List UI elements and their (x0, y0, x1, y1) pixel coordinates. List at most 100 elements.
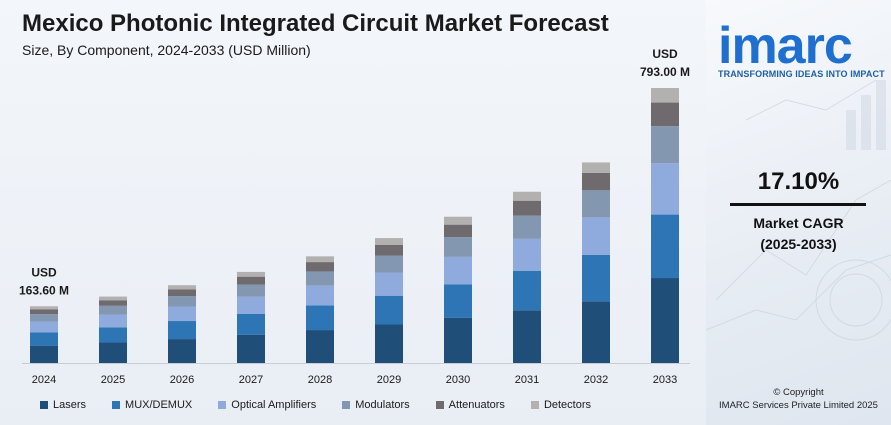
bar-segment-2028-detectors (306, 256, 334, 263)
bar-segment-2032-mux-demux (582, 254, 610, 302)
legend-item-detectors: Detectors (530, 399, 592, 411)
x-tick-label: 2028 (308, 374, 332, 386)
legend-item-lasers: Lasers (40, 399, 86, 411)
chart-legend: Lasers MUX/DEMUX Optical Amplifiers Modulat… (40, 397, 617, 413)
bar-segment-2033-detectors (651, 88, 679, 103)
bar-segment-2027-optical-amplifiers (237, 296, 265, 314)
bar-segment-2030-optical-amplifiers (444, 256, 472, 285)
data-label-2033-line-2: 793.00 M (640, 65, 690, 79)
bar-segment-2025-optical-amplifiers (99, 314, 127, 328)
cagr-divider (730, 203, 866, 206)
x-tick-label: 2032 (584, 374, 608, 386)
legend-item-mux-demux: MUX/DEMUX (112, 399, 192, 411)
legend-label: Modulators (355, 399, 410, 411)
bar-segment-2028-mux-demux (306, 305, 334, 331)
bar-segment-2027-attenuators (237, 276, 265, 285)
copyright-line-1: © Copyright (773, 387, 824, 398)
bar-segment-2033-lasers (651, 278, 679, 363)
legend-label: Detectors (543, 399, 592, 411)
bar-segment-2024-mux-demux (30, 332, 58, 346)
bar-segment-2030-lasers (444, 317, 472, 363)
legend-label: Lasers (53, 399, 87, 411)
bar-segment-2024-optical-amplifiers (30, 321, 58, 333)
bar-segment-2027-detectors (237, 271, 265, 277)
bar-segment-2027-mux-demux (237, 313, 265, 335)
bar-segment-2025-modulators (99, 305, 127, 315)
x-tick-label: 2030 (446, 374, 470, 386)
bar-segment-2025-lasers (99, 342, 127, 363)
bar-segment-2024-detectors (30, 306, 58, 310)
bar-segment-2025-detectors (99, 296, 127, 301)
data-label-2024-line-1: USD (31, 265, 57, 279)
bar-segment-2033-attenuators (651, 102, 679, 127)
bar-segment-2024-attenuators (30, 309, 58, 315)
bar-segment-2029-attenuators (375, 244, 403, 256)
bar-segment-2032-lasers (582, 301, 610, 363)
bar-segment-2031-optical-amplifiers (513, 238, 541, 271)
bar-segment-2033-mux-demux (651, 214, 679, 279)
bar-segment-2028-modulators (306, 271, 334, 286)
legend-item-modulators: Modulators (342, 399, 410, 411)
data-label-2033-line-1: USD (652, 47, 678, 61)
bar-segment-2030-mux-demux (444, 284, 472, 318)
bar-segment-2031-lasers (513, 310, 541, 363)
legend-swatch (112, 401, 121, 409)
x-tick-label: 2025 (101, 374, 125, 386)
bar-segment-2031-mux-demux (513, 270, 541, 311)
legend-swatch (218, 401, 227, 409)
bar-segment-2026-optical-amplifiers (168, 306, 196, 322)
bar-segment-2031-detectors (513, 191, 541, 201)
x-tick-label: 2033 (653, 374, 677, 386)
bar-segment-2033-optical-amplifiers (651, 163, 679, 215)
legend-label: MUX/DEMUX (125, 399, 193, 411)
bar-segment-2029-lasers (375, 324, 403, 363)
legend-swatch (435, 401, 444, 409)
chart-title: Mexico Photonic Integrated Circuit Marke… (22, 10, 609, 37)
legend-swatch (40, 401, 48, 409)
bar-segment-2024-lasers (30, 345, 58, 363)
x-tick-label: 2029 (377, 374, 401, 386)
chart-subtitle: Size, By Component, 2024-2033 (USD Milli… (22, 42, 311, 58)
x-tick-label: 2031 (515, 374, 539, 386)
bar-segment-2027-modulators (237, 284, 265, 297)
x-tick-label: 2024 (32, 374, 56, 386)
bar-segment-2030-modulators (444, 237, 472, 257)
copyright: © Copyright IMARC Services Private Limit… (706, 386, 891, 412)
copyright-line-2: IMARC Services Private Limited 2025 (719, 400, 878, 411)
bar-segment-2030-attenuators (444, 224, 472, 238)
bar-segment-2028-lasers (306, 330, 334, 363)
background-decoration (706, 79, 891, 341)
bar-segment-2026-mux-demux (168, 321, 196, 340)
logo-tagline: TRANSFORMING IDEAS INTO IMPACT (718, 69, 885, 79)
bar-segment-2028-optical-amplifiers (306, 285, 334, 306)
cagr-label-line-1: Market CAGR (753, 215, 844, 231)
bar-segment-2026-attenuators (168, 289, 196, 297)
cagr-label-line-2: (2025-2033) (760, 236, 837, 252)
bar-segment-2028-attenuators (306, 262, 334, 272)
cagr-label: Market CAGR (2025-2033) (706, 213, 891, 255)
bar-segment-2025-mux-demux (99, 327, 127, 343)
bar-segment-2032-detectors (582, 162, 610, 173)
legend-item-optical-amplifiers: Optical Amplifiers (218, 399, 316, 411)
bar-segment-2024-modulators (30, 314, 58, 322)
bar-segment-2031-modulators (513, 215, 541, 239)
cagr-value: 17.10% (757, 168, 840, 195)
bar-segment-2029-detectors (375, 238, 403, 245)
bar-segment-2032-optical-amplifiers (582, 217, 610, 255)
bar-segment-2032-modulators (582, 190, 610, 218)
bar-segment-2032-attenuators (582, 172, 610, 191)
data-label-2024-line-2: 163.60 M (19, 283, 69, 297)
legend-label: Optical Amplifiers (231, 399, 317, 411)
legend-swatch (530, 401, 539, 409)
x-tick-label: 2026 (170, 374, 194, 386)
bar-segment-2029-modulators (375, 255, 403, 273)
bar-segment-2030-detectors (444, 216, 472, 225)
logo-text: imarc (718, 17, 853, 75)
bar-segment-2025-attenuators (99, 300, 127, 306)
x-tick-label: 2027 (239, 374, 263, 386)
bar-segment-2033-modulators (651, 126, 679, 164)
bar-segment-2031-attenuators (513, 200, 541, 216)
imarc-logo: imarc (718, 20, 883, 72)
bar-segment-2026-lasers (168, 339, 196, 363)
bar-segment-2029-mux-demux (375, 295, 403, 325)
